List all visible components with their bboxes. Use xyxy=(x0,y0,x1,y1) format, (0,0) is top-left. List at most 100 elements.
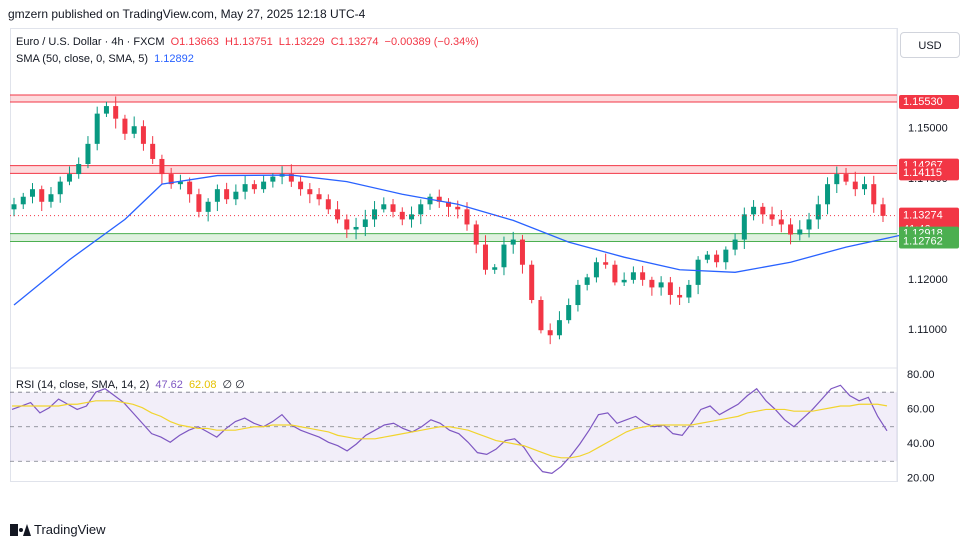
rsi-tick-label: 20.00 xyxy=(907,472,935,484)
resistance-price-tag xyxy=(899,95,959,110)
candle-up xyxy=(242,184,248,192)
candle-up xyxy=(806,219,812,230)
resistance-price-text: 1.14115 xyxy=(903,167,942,179)
candle-up xyxy=(862,184,868,190)
candle-down xyxy=(446,201,451,207)
candle-down xyxy=(39,189,45,202)
candle-up xyxy=(427,196,433,205)
candle-up xyxy=(362,219,368,227)
ohlc-open: O1.13663 xyxy=(170,36,219,48)
candle-up xyxy=(695,259,701,285)
candle-down xyxy=(667,282,673,295)
price-tick-label: 1.11000 xyxy=(908,324,947,336)
candle-up xyxy=(270,176,276,182)
candle-down xyxy=(325,199,331,210)
candle-down xyxy=(612,264,618,283)
candle-up xyxy=(492,267,498,270)
candle-down xyxy=(150,143,156,159)
tradingview-footer: TradingView xyxy=(10,522,106,537)
candle-up xyxy=(797,229,803,235)
candle-down xyxy=(519,239,525,265)
candle-up xyxy=(815,204,821,220)
candle-up xyxy=(658,282,664,288)
candle-down xyxy=(140,126,146,144)
rsi-tick-label: 80.00 xyxy=(907,369,935,381)
candle-up xyxy=(825,184,831,205)
candle-up xyxy=(556,320,562,336)
candle-up xyxy=(630,272,636,280)
rsi-label: RSI (14, close, SMA, 14, 2) xyxy=(16,379,150,391)
candle-up xyxy=(214,189,220,202)
price-change: −0.00389 (−0.34%) xyxy=(384,36,479,48)
rsi-line xyxy=(11,384,888,475)
candle-down xyxy=(390,204,396,212)
candle-up xyxy=(205,201,211,212)
candle-up xyxy=(584,277,590,285)
resistance-zone xyxy=(10,165,897,174)
candle-down xyxy=(880,204,886,216)
candle-down xyxy=(769,214,775,220)
candle-up xyxy=(11,204,17,210)
currency-button[interactable]: USD xyxy=(900,32,960,58)
rsi-legend[interactable]: RSI (14, close, SMA, 14, 2) 47.62 62.08 … xyxy=(16,378,248,391)
tradingview-logo-icon xyxy=(10,523,31,536)
candle-up xyxy=(575,284,581,306)
candle-down xyxy=(187,181,193,195)
candle-down xyxy=(436,196,442,202)
candle-up xyxy=(177,181,183,185)
support-zone xyxy=(10,233,897,242)
tradingview-brand: TradingView xyxy=(34,522,106,537)
candle-up xyxy=(381,204,387,210)
candle-up xyxy=(418,204,424,215)
candle-up xyxy=(372,209,378,220)
last-price-text: 1.13274 xyxy=(903,210,943,222)
symbol-legend[interactable]: Euro / U.S. Dollar · 4h · FXCM O1.13663 … xyxy=(16,36,482,48)
price-tick-label: 1.15000 xyxy=(908,123,948,135)
sma-line xyxy=(13,174,902,306)
candle-down xyxy=(603,262,609,265)
candle-down xyxy=(251,184,257,190)
candle-up xyxy=(501,244,507,268)
ohlc-close: C1.13274 xyxy=(330,36,379,48)
candle-up xyxy=(741,214,747,240)
candle-up xyxy=(85,143,91,164)
candle-down xyxy=(843,174,849,182)
candle-up xyxy=(510,239,516,245)
candle-up xyxy=(723,249,729,263)
candle-up xyxy=(66,174,72,182)
sma-label: SMA (50, close, 0, SMA, 5) xyxy=(16,53,149,65)
candle-up xyxy=(76,164,82,175)
candle-up xyxy=(593,262,599,278)
candle-down xyxy=(196,194,202,212)
candle-down xyxy=(335,209,341,220)
candle-down xyxy=(455,206,461,210)
resistance-price-tag xyxy=(899,166,959,181)
candle-down xyxy=(778,219,784,225)
candle-up xyxy=(20,196,26,205)
candle-down xyxy=(529,264,535,300)
rsi-tick-label: 40.00 xyxy=(907,438,935,450)
candle-down xyxy=(788,224,794,235)
candle-up xyxy=(353,226,359,230)
candle-up xyxy=(732,239,738,250)
candle-up xyxy=(103,106,109,114)
candle-down xyxy=(473,224,479,245)
sma-legend[interactable]: SMA (50, close, 0, SMA, 5) 1.12892 xyxy=(16,53,197,65)
candle-down xyxy=(677,294,683,298)
candle-down xyxy=(298,181,304,190)
resistance-zone xyxy=(10,94,897,103)
rsi-ma-line xyxy=(12,400,888,459)
candle-down xyxy=(640,272,646,280)
candle-down xyxy=(760,206,766,215)
resistance-price-text: 1.15530 xyxy=(903,96,943,108)
rsi-ma-value: 62.08 xyxy=(188,379,217,391)
candle-down xyxy=(714,254,720,263)
candle-up xyxy=(261,181,267,190)
candle-down xyxy=(316,194,322,200)
price-chart-svg[interactable]: 1.150001.140001.120001.110001.155301.142… xyxy=(0,0,970,490)
publish-line: gmzern published on TradingView.com, May… xyxy=(8,7,366,21)
support-price-tag xyxy=(899,234,959,249)
candle-up xyxy=(131,126,137,134)
candle-up xyxy=(704,254,710,260)
candle-down xyxy=(482,244,488,270)
